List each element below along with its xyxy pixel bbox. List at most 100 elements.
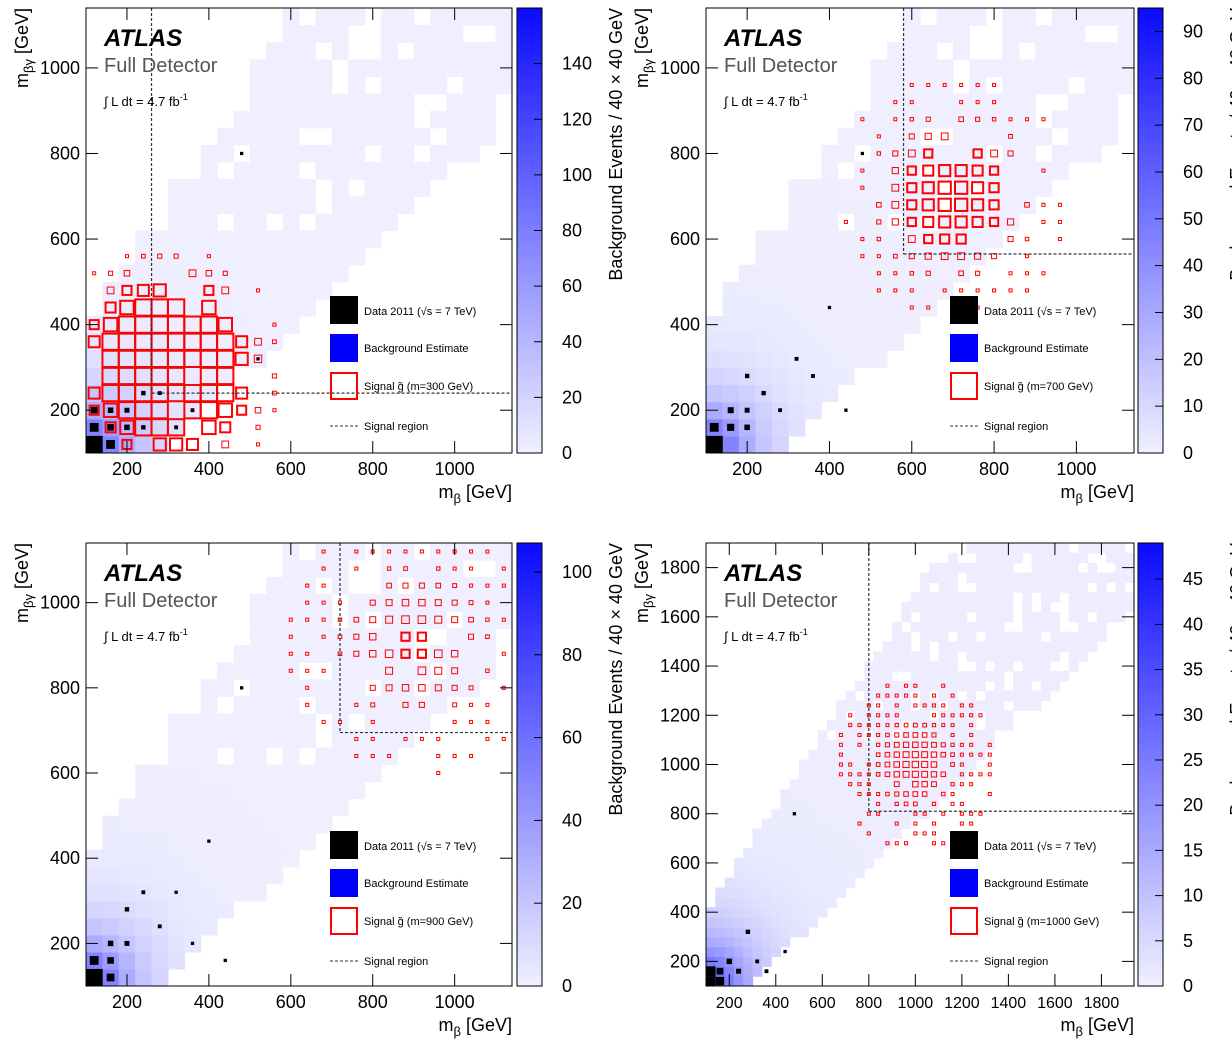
background-bin — [1068, 110, 1086, 129]
background-bin — [1059, 572, 1070, 583]
color-bar-gradient — [517, 543, 542, 986]
x-tick-label: 1000 — [435, 992, 475, 1012]
background-bin — [348, 110, 366, 129]
signal-box — [419, 549, 424, 554]
background-heatmap — [706, 8, 1134, 453]
background-bin — [966, 572, 977, 583]
experiment-label: ATLAS — [723, 25, 802, 52]
background-bin — [348, 247, 366, 266]
signal-box — [876, 801, 881, 806]
background-bin — [1101, 42, 1119, 60]
background-bin — [936, 247, 954, 266]
signal-box — [468, 616, 474, 623]
background-bin — [102, 866, 120, 885]
signal-box — [369, 599, 376, 606]
signal-box — [1006, 218, 1015, 226]
background-bin — [920, 42, 938, 60]
signal-box — [501, 583, 506, 588]
background-bin — [789, 848, 800, 859]
background-bin — [733, 936, 744, 948]
background-bin — [446, 628, 464, 646]
background-bin — [966, 543, 977, 554]
background-bin — [903, 42, 921, 60]
z-tick-label: 45 — [1183, 569, 1203, 589]
background-bin — [282, 713, 300, 732]
signal-box — [958, 270, 964, 277]
signal-box — [921, 760, 929, 769]
background-bin — [233, 866, 251, 885]
background-bin — [1022, 572, 1033, 583]
z-tick-label: 0 — [1183, 443, 1193, 463]
background-bin — [966, 730, 977, 741]
background-bin — [315, 611, 333, 629]
background-bin — [1101, 8, 1119, 26]
background-bin — [364, 230, 382, 249]
signal-box — [969, 723, 974, 728]
background-bin — [217, 764, 235, 783]
background-bin — [771, 907, 782, 918]
background-bin — [1059, 543, 1070, 554]
data-box — [157, 924, 162, 929]
background-bin — [910, 680, 921, 692]
background-bin — [266, 316, 284, 334]
background-bin — [870, 127, 888, 146]
background-bin — [901, 680, 912, 692]
background-bin — [331, 110, 349, 129]
background-bin — [821, 230, 839, 249]
background-bin — [184, 900, 202, 919]
signal-box — [866, 831, 871, 836]
background-bin — [1018, 93, 1036, 112]
background-bin — [887, 76, 905, 95]
background-bin — [715, 907, 726, 918]
signal-box — [857, 782, 862, 787]
background-bin — [1117, 25, 1134, 43]
x-tick-label: 200 — [112, 459, 142, 479]
background-bin — [249, 883, 267, 902]
background-bin — [397, 662, 415, 680]
background-bin — [1003, 602, 1014, 613]
signal-box — [1041, 117, 1046, 122]
legend-data-text: Data 2011 (√s = 7 TeV) — [364, 306, 476, 318]
background-bin — [938, 730, 949, 741]
background-bin — [826, 848, 837, 859]
background-bin — [151, 418, 169, 437]
signal-box — [894, 841, 899, 846]
background-bin — [151, 866, 169, 885]
background-bin — [380, 162, 398, 180]
x-axis-label: mβ [GeV] — [1060, 1015, 1134, 1039]
data-box — [744, 373, 750, 379]
background-bin — [789, 779, 800, 790]
background-bin — [102, 316, 120, 334]
background-bin — [1031, 582, 1042, 593]
y-tick-label: 400 — [670, 902, 700, 922]
background-bin — [836, 808, 847, 820]
background-bin — [233, 696, 251, 714]
background-bin — [217, 713, 235, 732]
background-bin — [887, 127, 905, 146]
background-bin — [233, 298, 251, 317]
signal-box — [909, 305, 914, 310]
background-bin — [1096, 592, 1107, 603]
background-bin — [870, 213, 888, 232]
background-bin — [722, 316, 740, 334]
signal-box — [452, 719, 457, 724]
background-bin — [200, 764, 218, 783]
background-bin — [151, 781, 169, 800]
background-bin — [929, 562, 940, 574]
background-bin — [738, 298, 756, 317]
background-bin — [151, 764, 169, 783]
legend-data-text: Data 2011 (√s = 7 TeV) — [984, 306, 1096, 318]
signal-box — [876, 732, 881, 737]
background-bin — [1101, 110, 1119, 129]
signal-box — [924, 132, 932, 140]
background-bin — [780, 897, 791, 908]
legend-background-text: Background Estimate — [984, 343, 1089, 355]
signal-box — [848, 782, 853, 787]
signal-box — [891, 167, 899, 175]
background-bin — [929, 730, 940, 741]
signal-box — [913, 703, 918, 708]
background-bin — [331, 42, 349, 60]
background-bin — [901, 700, 912, 711]
background-bin — [1035, 162, 1053, 180]
background-bin — [299, 196, 316, 214]
